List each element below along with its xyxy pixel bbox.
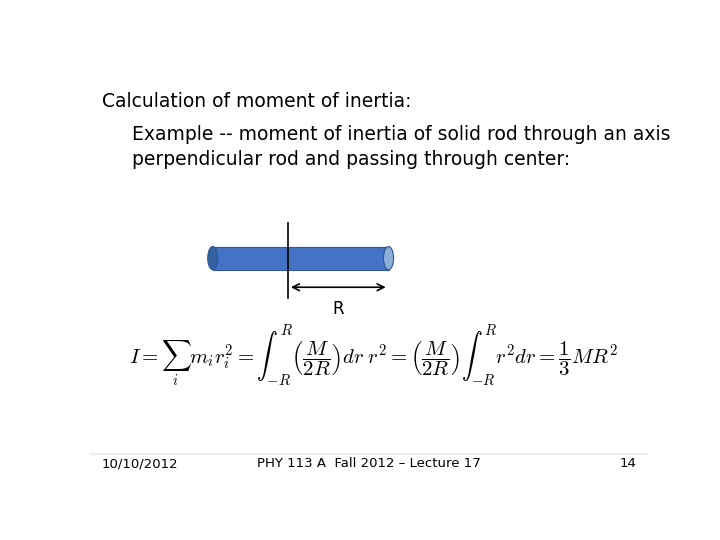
Ellipse shape [384, 246, 394, 270]
Text: PHY 113 A  Fall 2012 – Lecture 17: PHY 113 A Fall 2012 – Lecture 17 [257, 457, 481, 470]
Text: $I = \sum_{i} m_i r_i^2 = \int_{-R}^{R} \left(\dfrac{M}{2R}\right) dr\; r^2 = \l: $I = \sum_{i} m_i r_i^2 = \int_{-R}^{R} … [129, 322, 618, 389]
Text: perpendicular rod and passing through center:: perpendicular rod and passing through ce… [132, 150, 570, 169]
Text: R: R [333, 300, 344, 318]
Ellipse shape [208, 246, 217, 270]
Bar [213, 246, 389, 270]
Text: 10/10/2012: 10/10/2012 [101, 457, 178, 470]
Text: 14: 14 [620, 457, 637, 470]
Text: Calculation of moment of inertia:: Calculation of moment of inertia: [102, 92, 412, 111]
Text: Example -- moment of inertia of solid rod through an axis: Example -- moment of inertia of solid ro… [132, 125, 670, 144]
